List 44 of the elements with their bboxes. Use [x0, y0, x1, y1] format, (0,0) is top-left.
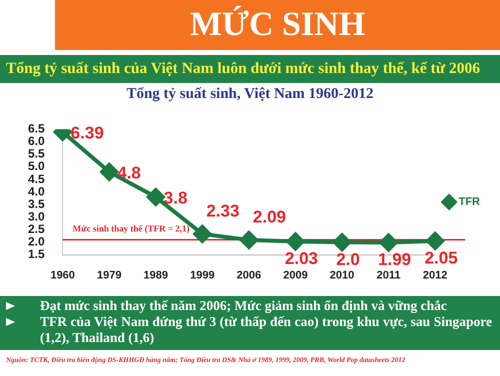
data-label: 2.03: [284, 249, 318, 268]
point: [146, 188, 165, 206]
x-tick-label: 1979: [96, 269, 122, 282]
y-tick-label: 6.5: [28, 122, 45, 136]
y-tick-label: 3.0: [28, 209, 45, 224]
x-tick-label: 1999: [190, 269, 215, 282]
x-tick-label: 2009: [283, 269, 308, 282]
ref-line-label: Mức sinh thay thế (TFR = 2,1): [72, 224, 190, 234]
data-label: 2.33: [206, 202, 240, 221]
y-tick-label: 5.0: [28, 159, 45, 174]
y-tick-label: 2.0: [28, 234, 45, 249]
text: Tổng tỷ suất sinh, Việt Nam 1960-2012: [125, 86, 375, 103]
y-tick-label: 5.5: [28, 146, 45, 161]
data-label: 2.09: [252, 208, 286, 227]
point: [333, 233, 352, 252]
y-tick-label: 3.5: [28, 196, 45, 211]
point: [286, 232, 304, 250]
y-tick-label: 1.5: [28, 247, 45, 262]
y-tick-label: 4.0: [28, 184, 45, 198]
point: [426, 232, 444, 250]
x-tick-label: 2010: [330, 269, 354, 282]
data-label: 1.99: [378, 250, 412, 270]
data-label: 2.05: [424, 248, 458, 268]
point: [240, 230, 258, 249]
point: [100, 162, 118, 181]
legend-label: TFR: [458, 196, 480, 208]
point: [193, 224, 212, 243]
y-tick-label: 4.5: [28, 172, 45, 186]
y-tick-label: 2.5: [28, 222, 45, 236]
data-label: 2.0: [336, 250, 360, 269]
text: Đạt mức sinh thay thế năm 2006; Mức giảm sinh ổn định và vững chắc: [40, 298, 447, 314]
y-tick-label: 6.0: [28, 134, 45, 148]
x-tick-label: 1960: [50, 269, 75, 282]
x-tick-label: 2012: [422, 269, 448, 282]
x-tick-label: 2006: [236, 269, 262, 282]
x-tick-label: 1989: [144, 269, 168, 282]
data-label: 3.8: [164, 188, 188, 208]
text: TFR của Việt Nam đứng thứ 3 (từ thấp đến cao) trong khu vực, sau Singapore (1,2), Thailand (1,6): [40, 314, 492, 346]
data-label: 4.8: [117, 164, 141, 183]
x-tick-label: 2011: [376, 269, 400, 282]
chart-subtitle: Tổng tỷ suất sinh của Việt Nam luôn dưới mức sinh thay thế, kể từ 2006: [0, 55, 500, 83]
chart-title: MỨC SINH: [55, 0, 500, 50]
data-label: 6.39: [70, 124, 104, 143]
point: [380, 233, 398, 252]
